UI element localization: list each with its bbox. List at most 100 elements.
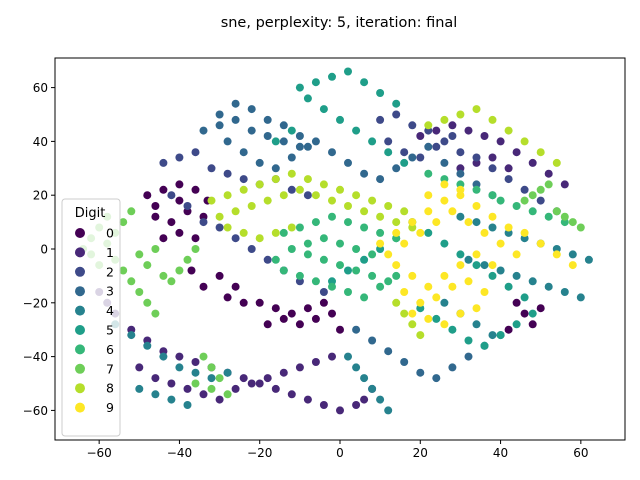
point-digit-3 [344, 158, 352, 167]
point-digit-0 [159, 234, 168, 243]
point-digit-8 [336, 185, 344, 194]
point-digit-6 [279, 266, 288, 275]
point-digit-6 [376, 228, 385, 237]
point-digit-9 [432, 218, 441, 227]
point-digit-7 [151, 245, 160, 253]
point-digit-1 [183, 384, 192, 393]
legend-marker-0 [75, 228, 85, 238]
point-digit-0 [151, 212, 160, 221]
point-digit-7 [167, 277, 176, 286]
point-digit-0 [528, 320, 537, 329]
point-digit-4 [167, 395, 176, 404]
point-digit-2 [263, 255, 272, 264]
point-digit-5 [424, 228, 433, 237]
point-digit-8 [287, 223, 296, 232]
point-digit-4 [175, 363, 184, 372]
point-digit-2 [392, 110, 401, 119]
point-digit-7 [568, 218, 577, 227]
y-tick-label: 60 [33, 81, 48, 95]
point-digit-5 [392, 99, 401, 108]
point-digit-3 [311, 137, 320, 146]
point-digit-2 [191, 148, 200, 157]
point-digit-9 [512, 250, 521, 259]
point-digit-7 [175, 266, 184, 275]
point-digit-1 [496, 137, 505, 146]
point-digit-9 [456, 261, 465, 270]
point-digit-4 [151, 390, 160, 399]
point-digit-8 [440, 115, 449, 124]
point-digit-0 [175, 180, 184, 189]
point-digit-8 [319, 180, 328, 189]
point-digit-3 [416, 368, 425, 377]
point-digit-1 [167, 379, 176, 388]
point-digit-8 [231, 207, 240, 216]
point-digit-8 [376, 212, 385, 221]
point-digit-0 [319, 298, 328, 307]
point-digit-9 [424, 191, 433, 200]
point-digit-8 [239, 228, 248, 237]
point-digit-8 [408, 320, 417, 329]
point-digit-1 [287, 390, 296, 399]
point-digit-0 [199, 282, 208, 291]
point-digit-2 [408, 121, 417, 130]
point-digit-2 [416, 153, 425, 162]
x-tick-label: 40 [493, 446, 508, 460]
point-digit-3 [456, 169, 465, 178]
point-digit-3 [215, 121, 224, 130]
series-digit-9 [376, 180, 577, 329]
point-digit-6 [303, 250, 312, 259]
point-digit-8 [207, 196, 216, 205]
point-digit-6 [271, 255, 280, 264]
point-digit-8 [504, 126, 513, 135]
point-digit-8 [384, 202, 393, 210]
point-digit-2 [472, 153, 481, 162]
point-digit-9 [440, 196, 449, 205]
point-digit-9 [400, 239, 409, 248]
point-digit-4 [456, 212, 465, 221]
point-digit-3 [328, 148, 336, 157]
point-digit-1 [295, 363, 304, 372]
point-digit-0 [303, 304, 312, 313]
x-tick-label: −60 [86, 446, 111, 460]
point-digit-4 [488, 223, 497, 232]
point-digit-9 [504, 223, 513, 232]
point-digit-3 [432, 374, 441, 383]
point-digit-3 [464, 352, 473, 361]
point-digit-0 [239, 298, 248, 307]
point-digit-6 [328, 282, 336, 291]
point-digit-6 [368, 271, 377, 280]
point-digit-3 [440, 158, 449, 167]
point-digit-4 [544, 282, 553, 291]
point-digit-1 [560, 180, 569, 189]
point-digit-6 [336, 261, 344, 270]
point-digit-5 [400, 158, 409, 167]
point-digit-1 [271, 384, 280, 393]
point-digit-3 [231, 115, 240, 124]
legend-label-7: 7 [106, 361, 114, 376]
point-digit-3 [360, 169, 369, 178]
point-digit-8 [287, 169, 296, 178]
point-digit-8 [247, 202, 256, 210]
legend-label-6: 6 [106, 342, 114, 357]
point-digit-4 [368, 384, 377, 393]
point-digit-0 [159, 185, 168, 194]
point-digit-8 [352, 191, 361, 200]
point-digit-0 [536, 304, 545, 313]
chart-title: sne, perplexity: 5, iteration: final [221, 15, 458, 31]
point-digit-9 [496, 239, 505, 248]
point-digit-3 [408, 153, 417, 162]
point-digit-1 [448, 121, 457, 130]
point-digit-3 [263, 115, 272, 124]
point-digit-4 [384, 406, 393, 415]
series-digit-6 [271, 169, 569, 302]
point-digit-6 [392, 271, 401, 280]
point-digit-7 [127, 207, 136, 216]
point-digit-2 [400, 148, 409, 157]
point-digit-0 [231, 282, 240, 291]
point-digit-2 [432, 142, 441, 151]
legend-marker-9 [75, 402, 85, 413]
point-digit-3 [223, 137, 232, 146]
point-digit-2 [287, 185, 296, 194]
point-digit-1 [135, 363, 144, 372]
